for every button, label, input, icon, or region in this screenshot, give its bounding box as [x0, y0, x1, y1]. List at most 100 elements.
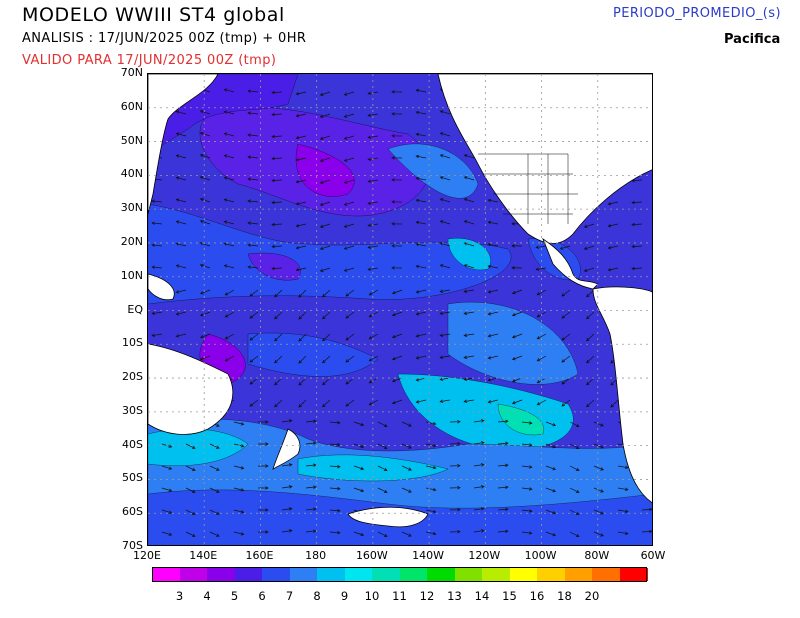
direction-arrow	[473, 419, 485, 423]
direction-arrow	[249, 311, 259, 319]
direction-arrow	[401, 421, 412, 427]
lon-label: 140E	[189, 549, 218, 562]
direction-arrow	[295, 91, 307, 96]
direction-arrow	[223, 176, 235, 181]
direction-arrow	[521, 421, 533, 425]
colorbar-label: 20	[584, 589, 600, 603]
lat-label: 50N	[120, 133, 143, 147]
direction-arrow	[322, 333, 331, 342]
direction-arrow	[368, 355, 379, 362]
direction-arrow	[295, 267, 307, 272]
direction-arrow	[367, 135, 379, 139]
direction-arrow	[415, 154, 427, 159]
colorbar-label: 3	[175, 589, 184, 603]
direction-arrow	[209, 509, 220, 515]
direction-arrow	[185, 509, 196, 515]
direction-arrow	[415, 355, 427, 360]
direction-arrow	[343, 157, 355, 162]
direction-arrow	[607, 245, 619, 250]
direction-arrow	[463, 311, 475, 315]
direction-arrow	[175, 311, 187, 316]
direction-arrow	[343, 135, 355, 140]
colorbar-label: 16	[529, 589, 545, 603]
colorbar-segment	[179, 568, 208, 581]
direction-arrow	[511, 266, 523, 270]
direction-arrow	[247, 155, 259, 159]
direction-arrow	[545, 487, 557, 493]
direction-arrow	[298, 311, 307, 320]
direction-arrow	[247, 221, 259, 225]
direction-arrow	[224, 289, 235, 296]
direction-arrow	[209, 465, 220, 471]
direction-arrow	[439, 220, 451, 225]
direction-arrow	[415, 311, 427, 316]
direction-arrow	[271, 222, 283, 227]
direction-arrow	[175, 264, 187, 269]
direction-arrow	[473, 485, 485, 489]
direction-arrow	[295, 201, 307, 206]
direction-arrow	[439, 311, 451, 315]
direction-arrow	[322, 355, 331, 364]
direction-arrow	[617, 531, 629, 535]
direction-arrow	[586, 333, 595, 342]
direction-arrow	[391, 355, 403, 361]
colorbar-label: 15	[502, 589, 517, 603]
direction-arrow	[223, 198, 235, 203]
direction-arrow	[569, 509, 580, 515]
colorbar-label: 7	[285, 589, 294, 603]
lon-label: 80W	[584, 549, 610, 562]
direction-arrow	[305, 419, 317, 423]
lon-label: 120E	[133, 549, 161, 562]
direction-arrow	[345, 289, 355, 297]
direction-arrow	[247, 111, 259, 115]
indonesia	[148, 273, 175, 301]
direction-arrow	[487, 264, 499, 269]
direction-arrow	[281, 463, 293, 467]
direction-arrow	[415, 399, 427, 404]
central-america	[542, 237, 599, 290]
lon-label: 180	[305, 549, 327, 562]
direction-arrow	[631, 200, 643, 205]
direction-arrow	[463, 198, 475, 203]
direction-arrow	[545, 465, 557, 471]
direction-arrow	[185, 443, 196, 449]
colorbar-segment	[152, 568, 180, 581]
direction-arrow	[536, 289, 547, 296]
direction-arrow	[305, 485, 317, 489]
direction-arrow	[377, 465, 388, 471]
direction-arrow	[223, 132, 235, 137]
direction-arrow	[329, 464, 341, 469]
direction-arrow	[401, 531, 412, 537]
direction-arrow	[224, 333, 235, 340]
direction-arrow	[415, 198, 427, 203]
direction-arrow	[247, 89, 259, 93]
direction-arrow	[368, 289, 379, 296]
colorbar-segment	[482, 568, 510, 581]
direction-arrow	[511, 311, 523, 317]
direction-arrow	[329, 486, 341, 491]
lat-label: 60N	[120, 99, 143, 113]
colorbar-label: 10	[364, 589, 380, 603]
direction-arrow	[463, 333, 475, 337]
direction-arrow	[319, 267, 331, 272]
direction-arrow	[247, 133, 259, 137]
direction-arrow	[391, 178, 403, 182]
direction-arrow	[175, 333, 187, 338]
direction-arrow	[249, 289, 259, 297]
direction-arrow	[298, 289, 307, 298]
direction-arrow	[274, 289, 283, 298]
direction-arrow	[497, 419, 509, 424]
direction-arrow	[368, 311, 379, 318]
direction-arrow	[298, 377, 307, 386]
direction-arrow	[368, 399, 379, 406]
colorbar-segment	[509, 568, 538, 581]
direction-arrow	[439, 110, 451, 115]
direction-arrow	[223, 110, 235, 115]
direction-arrow	[271, 266, 283, 271]
direction-arrow	[343, 113, 355, 118]
colorbar-segment	[372, 568, 400, 581]
direction-arrow	[223, 154, 235, 159]
direction-arrow	[511, 333, 523, 339]
direction-arrow	[439, 289, 451, 293]
direction-arrow	[607, 201, 619, 206]
